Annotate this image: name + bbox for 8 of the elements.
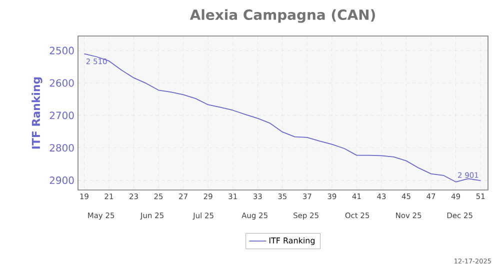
- y-tick-label: 2600: [50, 79, 74, 87]
- y-tick-label: 2900: [50, 176, 74, 184]
- chart-title: Alexia Campagna (CAN): [190, 9, 375, 23]
- line-series: [84, 53, 482, 182]
- y-axis-title: ITF Ranking: [32, 77, 42, 149]
- y-tick-label: 2500: [50, 46, 74, 54]
- y-tick-label: 2700: [50, 112, 74, 120]
- y-tick-label: 2800: [50, 144, 74, 152]
